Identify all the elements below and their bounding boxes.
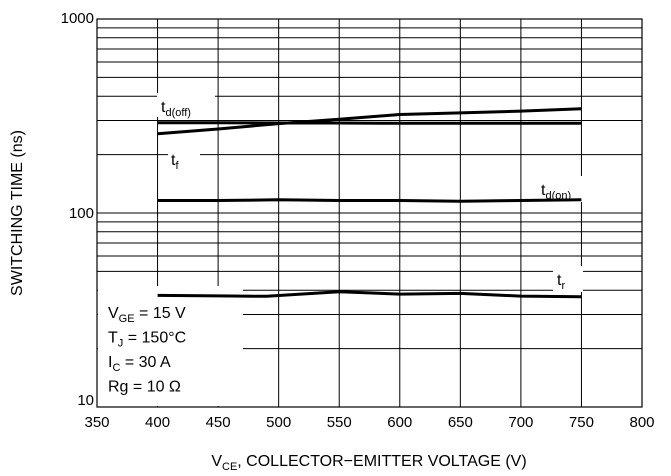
condition-line-2: IC = 30 A — [108, 354, 171, 374]
label-mask-tr — [553, 266, 583, 292]
series-lines — [157, 107, 582, 299]
condition-rest: = 150°C — [123, 330, 186, 347]
x-tick-label: 400 — [145, 414, 170, 431]
series-line-3 — [157, 290, 582, 299]
x-tick-label: 650 — [448, 414, 473, 431]
series-label-3: tr — [557, 272, 565, 292]
series-label-2: td(on) — [541, 182, 571, 202]
series-label-sub: d(on) — [545, 190, 571, 202]
plot-frame — [96, 18, 643, 408]
condition-line-1: TJ = 150°C — [108, 330, 186, 350]
condition-sub: J — [118, 338, 124, 350]
series-line-2 — [157, 198, 582, 203]
x-tick-label: 350 — [84, 414, 109, 431]
x-tick-label: 450 — [206, 414, 231, 431]
label-mask-tdoff — [157, 93, 215, 117]
y-tick-label: 10 — [77, 392, 94, 409]
series-label-sub: f — [175, 160, 179, 172]
conditions-annotation: VGE = 15 V TJ = 150°C IC = 30 A Rg = 10 Ω — [108, 305, 186, 396]
x-tick-label: 700 — [508, 414, 533, 431]
series-label-1: tf — [171, 152, 179, 172]
condition-main: V — [108, 305, 119, 322]
condition-main: Rg = 10 Ω — [108, 379, 181, 396]
condition-sub: GE — [119, 313, 135, 325]
condition-main: T — [108, 330, 118, 347]
x-tick-label: 600 — [387, 414, 412, 431]
series-label-sub: r — [561, 280, 565, 292]
series-label-0: td(off) — [161, 99, 191, 119]
x-tick-label: 500 — [266, 414, 291, 431]
annotation-mask — [98, 286, 243, 406]
x-axis-label: VCE, COLLECTOR−EMITTER VOLTAGE (V) — [211, 453, 526, 473]
condition-sub: C — [112, 362, 120, 374]
x-tick-label: 800 — [629, 414, 654, 431]
label-mask-tdon — [538, 176, 588, 202]
series-label-sub: d(off) — [165, 107, 190, 119]
y-tick-label: 100 — [69, 205, 94, 222]
condition-line-3: Rg = 10 Ω — [108, 379, 181, 396]
series-line-1 — [157, 107, 582, 136]
condition-main: I — [108, 354, 112, 371]
condition-rest: = 15 V — [135, 305, 186, 322]
y-axis-label: SWITCHING TIME (ns) — [9, 130, 26, 296]
condition-line-0: VGE = 15 V — [108, 305, 186, 325]
grid — [96, 19, 643, 407]
tick-labels: 350 400 450 500 550 600 650 700 750 800 10 100 1000 — [61, 10, 655, 431]
series-label-main: t — [557, 272, 562, 289]
x-tick-label: 550 — [327, 414, 352, 431]
series-label-main: t — [541, 182, 546, 199]
y-tick-label: 1000 — [61, 10, 94, 27]
series-line-0 — [157, 121, 582, 125]
series-label-main: t — [171, 152, 176, 169]
condition-rest: = 30 A — [120, 354, 171, 371]
label-mask-tf — [168, 146, 200, 172]
series-label-main: t — [161, 99, 166, 116]
x-tick-label: 750 — [569, 414, 594, 431]
